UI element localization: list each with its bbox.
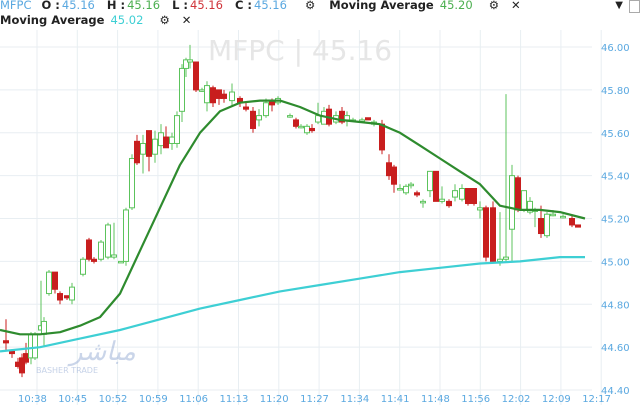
ticker-symbol: MFPC [0,0,32,12]
y-tick-label: 44.80 [601,300,630,311]
close-value: 45.16 [254,0,287,12]
open-value: 45.16 [61,0,95,12]
close-label: C : [234,0,252,12]
x-tick-label: 11:20 [260,394,289,405]
grid [0,30,602,405]
basher-logo: مباشر BASHER TRADE [36,337,136,375]
ma1-label: Moving Average [329,0,434,12]
watermark: MFPC | 45.16 [208,34,392,67]
high-value: 45.16 [127,0,161,12]
close-icon[interactable]: ✕ [511,0,521,12]
ma-slow-line [0,256,585,353]
y-tick-label: 45.20 [601,215,630,226]
ma2-value: 45.02 [110,13,144,27]
low-label: L : [172,0,188,12]
x-tick-label: 11:27 [300,394,329,405]
x-tick-label: 11:06 [179,394,208,405]
gear-icon[interactable]: ⚙ [304,0,316,12]
x-tick-label: 11:13 [220,394,249,405]
x-tick-label: 11:48 [421,394,450,405]
x-tick-label: 10:52 [99,394,128,405]
y-tick-label: 46.00 [601,43,630,54]
y-tick-label: 44.60 [601,343,630,354]
close-icon[interactable]: ✕ [181,13,192,27]
x-tick-label: 12:02 [502,394,531,405]
svg-text:BASHER TRADE: BASHER TRADE [36,366,98,375]
svg-text:مباشر: مباشر [67,337,136,367]
candles [3,44,581,378]
y-tick-label: 45.80 [601,86,630,97]
y-tick-label: 45.60 [601,129,630,140]
x-tick-label: 12:09 [542,394,571,405]
x-tick-label: 11:34 [340,394,369,405]
x-tick-label: 11:41 [381,394,410,405]
low-value: 45.16 [190,0,223,12]
ma2-label: Moving Average [0,13,105,27]
x-axis: 10:38 10:45 10:52 10:59 11:06 11:13 11:20 11:27… [18,394,611,405]
x-tick-label: 10:45 [58,394,87,405]
moving-average-lines [0,99,586,353]
y-tick-label: 45.00 [601,257,630,268]
x-tick-label: 10:38 [18,394,47,405]
high-label: H : [106,0,126,12]
gear-icon[interactable]: ⚙ [488,0,500,12]
x-tick-label: 10:59 [139,394,168,405]
dropdown-icon[interactable]: ▼ [615,0,623,11]
open-label: O : [41,0,60,12]
legend-ohlc: MFPC O :45.16 H :45.16 L :45.16 C :45.16… [0,0,525,12]
ma-fast-line [0,99,586,336]
y-tick-label: 44.40 [601,386,630,397]
legend-ma2: Moving Average 45.02 ⚙ ✕ [0,13,195,27]
ma1-value: 45.20 [439,0,473,12]
y-axis: 46.00 45.80 45.60 45.40 45.20 45.00 44.80 44.60… [601,43,630,397]
x-tick-label: 11:56 [461,394,490,405]
y-tick-label: 45.40 [601,172,630,183]
x-tick-label: 12:17 [582,394,611,405]
gear-icon[interactable]: ⚙ [159,13,170,27]
